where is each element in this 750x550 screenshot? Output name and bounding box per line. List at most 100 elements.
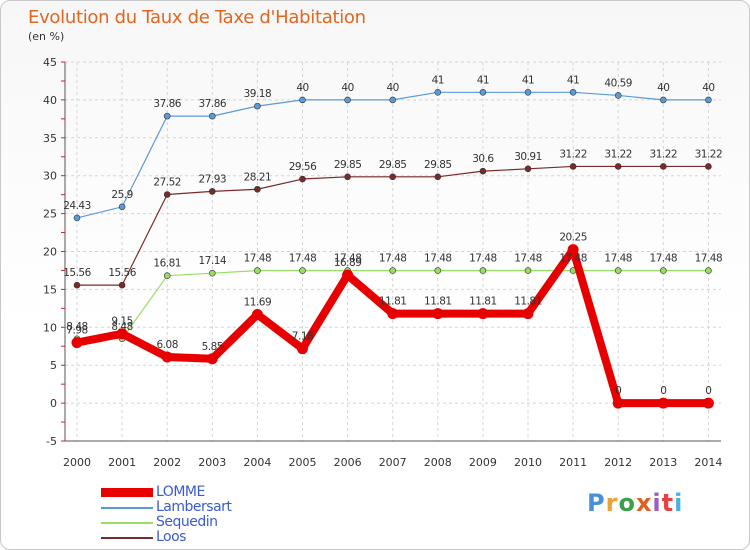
legend-label-lomme: LOMME — [156, 484, 205, 500]
data-label-lomme: 11.69 — [244, 296, 272, 308]
legend-label-sequedin: Sequedin — [156, 514, 218, 530]
logo-letter: P — [587, 489, 606, 517]
data-point-lomme — [297, 343, 308, 355]
data-label-lambersart: 41 — [477, 74, 489, 86]
data-label-lomme: 20.25 — [559, 232, 587, 244]
data-point-sequedin — [479, 267, 487, 274]
y-tick-label: 35 — [43, 132, 57, 145]
legend-swatch-lomme — [101, 488, 153, 497]
x-tick-label: 2012 — [604, 456, 632, 469]
x-tick-label: 2011 — [559, 456, 587, 469]
data-point-loos — [434, 173, 442, 181]
data-label-lomme: 5.85 — [202, 341, 223, 353]
logo-letter: x — [635, 489, 653, 517]
legend-label-lambersart: Lambersart — [156, 499, 232, 515]
data-label-lambersart: 24.43 — [63, 200, 91, 212]
data-label-sequedin: 16.81 — [153, 258, 181, 270]
data-label-loos: 31.22 — [650, 148, 678, 160]
logo-letter: r — [605, 489, 619, 517]
data-point-loos — [705, 163, 712, 170]
data-label-sequedin: 17.48 — [289, 253, 317, 265]
data-label-lambersart: 40 — [387, 82, 399, 94]
data-point-lambersart — [163, 112, 171, 120]
data-point-loos — [524, 165, 532, 173]
data-label-loos: 29.85 — [424, 159, 452, 171]
data-label-lambersart: 37.86 — [153, 98, 181, 110]
proxiti-logo: Proxiti — [587, 489, 683, 517]
grid-layer — [65, 61, 721, 442]
axis-layer: -5 0 5 10 15 20 25 30 35 40 45 2000 2001 2002 2003 2004… — [43, 56, 722, 469]
data-label-lambersart: 25.9 — [111, 189, 132, 201]
y-tick-label: 25 — [43, 208, 57, 221]
data-point-lambersart — [705, 96, 712, 104]
data-label-lomme: 6.08 — [157, 339, 178, 351]
data-point-loos — [299, 175, 306, 183]
data-point-lomme — [522, 308, 534, 320]
legend-swatch-sequedin — [101, 522, 153, 524]
x-tick-label: 2004 — [243, 456, 271, 469]
data-label-lomme: 11.81 — [469, 296, 497, 308]
y-tick-label: 10 — [43, 321, 57, 334]
data-point-sequedin — [209, 269, 216, 277]
series-layer — [71, 89, 714, 409]
legend-swatch-lambersart — [101, 507, 153, 509]
data-point-lomme — [116, 328, 128, 340]
data-label-sequedin: 17.48 — [559, 253, 587, 265]
data-point-sequedin — [614, 267, 622, 274]
data-label-lomme: 7.18 — [292, 331, 313, 343]
data-label-sequedin: 17.48 — [244, 253, 272, 265]
y-tick-label: 0 — [50, 397, 57, 410]
data-label-lambersart: 41 — [522, 74, 534, 86]
x-tick-label: 2009 — [469, 456, 497, 469]
x-tick-label: 2010 — [514, 456, 542, 469]
x-tick-label: 2002 — [153, 456, 181, 469]
data-label-loos: 15.56 — [63, 267, 91, 279]
data-label-layer: 7.98 9.15 6.08 5.85 11.69 7.18 16.89 11.81 11.81… — [63, 74, 722, 397]
data-label-lambersart: 40 — [657, 82, 669, 94]
data-point-lambersart — [73, 214, 81, 222]
data-point-loos — [569, 163, 577, 170]
data-point-loos — [118, 281, 126, 289]
data-label-lomme: 0 — [705, 385, 711, 397]
data-point-loos — [344, 173, 351, 181]
logo-letter: i — [674, 489, 684, 517]
logo-letter: t — [661, 489, 675, 517]
data-label-loos: 28.21 — [244, 171, 272, 183]
data-point-lomme — [567, 244, 579, 256]
data-label-lomme: 7.98 — [66, 325, 87, 337]
data-point-loos — [614, 163, 622, 170]
x-tick-label: 2001 — [108, 456, 136, 469]
data-point-loos — [73, 281, 81, 289]
y-tick-label: 20 — [43, 246, 57, 259]
y-tick-label: 45 — [43, 56, 57, 69]
data-label-loos: 29.85 — [334, 159, 362, 171]
chart-unit-label: (en %) — [28, 30, 65, 43]
data-label-sequedin: 17.48 — [650, 253, 678, 265]
data-label-loos: 15.56 — [108, 267, 136, 279]
logo-letter: i — [652, 489, 662, 517]
data-point-lomme — [161, 351, 173, 363]
data-point-lomme — [657, 397, 669, 409]
data-label-lambersart: 41 — [567, 74, 579, 86]
data-label-loos: 27.52 — [153, 176, 181, 188]
x-tick-label: 2007 — [379, 456, 407, 469]
data-label-sequedin: 17.48 — [334, 253, 362, 265]
data-point-sequedin — [163, 272, 171, 279]
data-label-lambersart: 40 — [341, 82, 353, 94]
data-label-sequedin: 17.48 — [604, 253, 632, 265]
data-label-sequedin: 17.48 — [379, 253, 407, 265]
data-label-lambersart: 40 — [702, 82, 714, 94]
data-point-sequedin — [254, 267, 261, 274]
data-point-lambersart — [614, 92, 622, 99]
x-tick-label: 2014 — [694, 456, 722, 469]
data-label-lomme: 11.81 — [514, 296, 542, 308]
data-label-loos: 29.56 — [289, 161, 317, 173]
data-label-loos: 31.22 — [695, 148, 723, 160]
data-label-loos: 30.6 — [472, 153, 494, 165]
data-label-loos: 31.22 — [604, 148, 632, 160]
data-point-lambersart — [524, 89, 532, 96]
y-tick-label: 40 — [43, 94, 57, 107]
data-point-lambersart — [118, 203, 126, 211]
data-label-sequedin: 17.48 — [424, 253, 452, 265]
